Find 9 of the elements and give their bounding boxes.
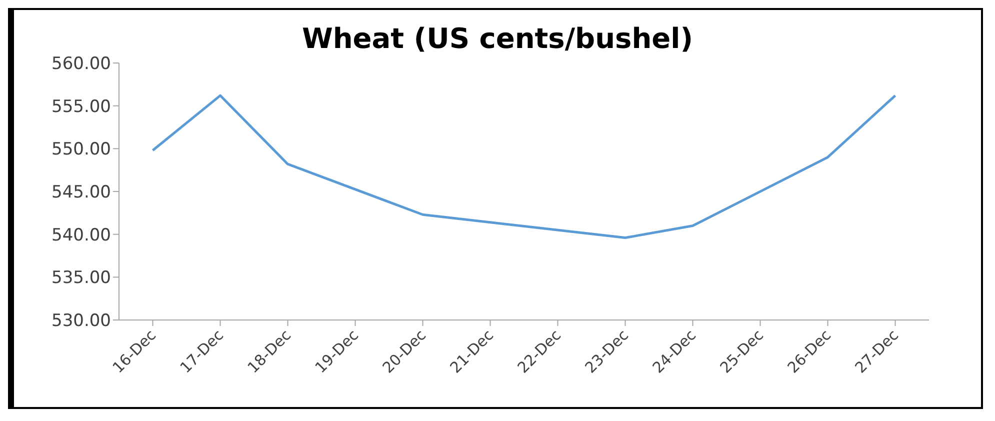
y-tick-label: 530.00 bbox=[52, 311, 111, 332]
y-tick-label: 540.00 bbox=[52, 225, 111, 246]
y-tick-label: 555.00 bbox=[52, 96, 111, 117]
y-tick-label: 535.00 bbox=[52, 268, 111, 288]
chart-title: Wheat (US cents/bushel) bbox=[300, 22, 694, 55]
y-tick-label: 550.00 bbox=[52, 140, 111, 160]
y-tick-label: 545.00 bbox=[52, 182, 111, 203]
line-series bbox=[152, 94, 896, 240]
y-tick-label: 560.00 bbox=[52, 54, 111, 74]
